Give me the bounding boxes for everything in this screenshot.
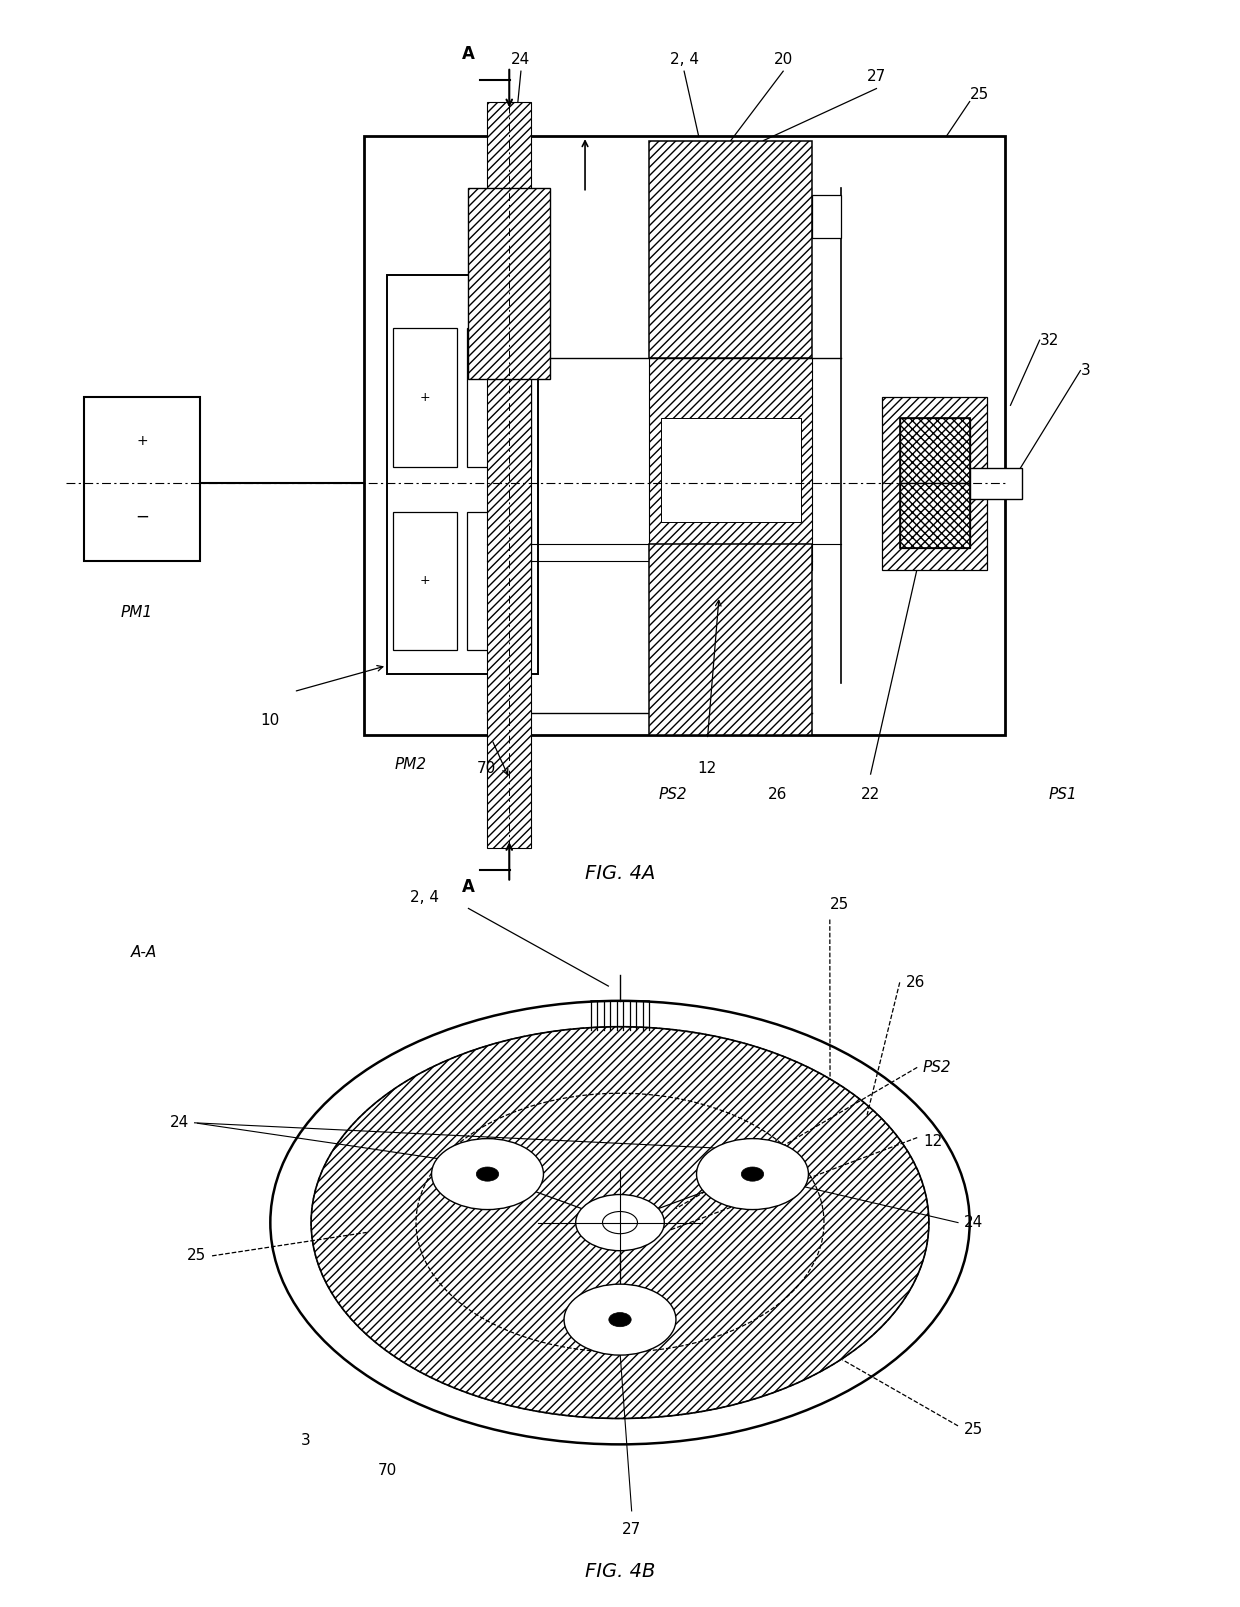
Bar — [661, 418, 801, 522]
Bar — [650, 545, 812, 734]
Text: 24: 24 — [511, 51, 531, 67]
Text: PM1: PM1 — [120, 604, 153, 620]
Text: 25: 25 — [830, 897, 849, 913]
Text: −: − — [135, 508, 149, 525]
Bar — [393, 511, 456, 651]
Bar — [387, 275, 538, 675]
Bar — [84, 397, 201, 561]
Text: 25: 25 — [187, 1249, 206, 1263]
Bar — [363, 137, 1004, 734]
Text: 2, 4: 2, 4 — [410, 890, 439, 905]
Bar — [900, 484, 970, 548]
Text: 26: 26 — [905, 975, 925, 990]
Circle shape — [432, 1139, 543, 1210]
Text: 26: 26 — [768, 787, 787, 802]
Text: A-A: A-A — [130, 945, 156, 961]
Text: PS1: PS1 — [1049, 787, 1078, 802]
Text: 27: 27 — [622, 1522, 641, 1536]
Bar — [650, 358, 812, 570]
Text: PS2: PS2 — [923, 1061, 951, 1075]
Text: FIG. 4B: FIG. 4B — [585, 1562, 655, 1581]
Bar — [650, 141, 812, 357]
Text: 12: 12 — [923, 1135, 942, 1149]
Circle shape — [603, 1212, 637, 1234]
Bar — [467, 511, 532, 651]
Text: +: + — [136, 434, 148, 448]
Text: 10: 10 — [260, 714, 280, 728]
Circle shape — [564, 1284, 676, 1355]
Circle shape — [697, 1139, 808, 1210]
Bar — [469, 188, 551, 379]
Text: +: + — [419, 574, 430, 588]
Text: 25: 25 — [963, 1422, 983, 1437]
Text: 70: 70 — [476, 762, 496, 776]
Text: 32: 32 — [1039, 333, 1059, 347]
Bar — [467, 328, 532, 466]
Text: 2, 4: 2, 4 — [670, 51, 698, 67]
Text: 24: 24 — [963, 1215, 983, 1229]
Bar — [487, 101, 532, 848]
Text: A: A — [463, 877, 475, 895]
Text: A: A — [463, 45, 475, 63]
Text: FIG. 4A: FIG. 4A — [585, 863, 655, 882]
Circle shape — [476, 1167, 498, 1181]
Text: 25: 25 — [970, 87, 990, 101]
Circle shape — [575, 1194, 665, 1250]
Text: 3: 3 — [1080, 363, 1090, 378]
Text: +: + — [419, 391, 430, 403]
Text: 27: 27 — [867, 69, 887, 84]
Bar — [900, 418, 970, 484]
Text: 70: 70 — [377, 1462, 397, 1478]
Circle shape — [311, 1027, 929, 1419]
Bar — [661, 418, 801, 522]
Bar — [812, 194, 842, 238]
Bar — [970, 468, 1022, 500]
Text: 22: 22 — [861, 787, 880, 802]
Bar — [883, 397, 987, 570]
Text: 20: 20 — [774, 51, 792, 67]
Text: 12: 12 — [698, 762, 717, 776]
Text: +: + — [494, 391, 505, 403]
Bar — [900, 418, 970, 548]
Text: PM2: PM2 — [394, 757, 427, 771]
Bar — [393, 328, 456, 466]
Text: +: + — [494, 574, 505, 588]
Circle shape — [609, 1313, 631, 1327]
Text: PS2: PS2 — [658, 787, 687, 802]
Circle shape — [742, 1167, 764, 1181]
Text: 3: 3 — [300, 1433, 310, 1448]
Text: 24: 24 — [170, 1115, 188, 1130]
